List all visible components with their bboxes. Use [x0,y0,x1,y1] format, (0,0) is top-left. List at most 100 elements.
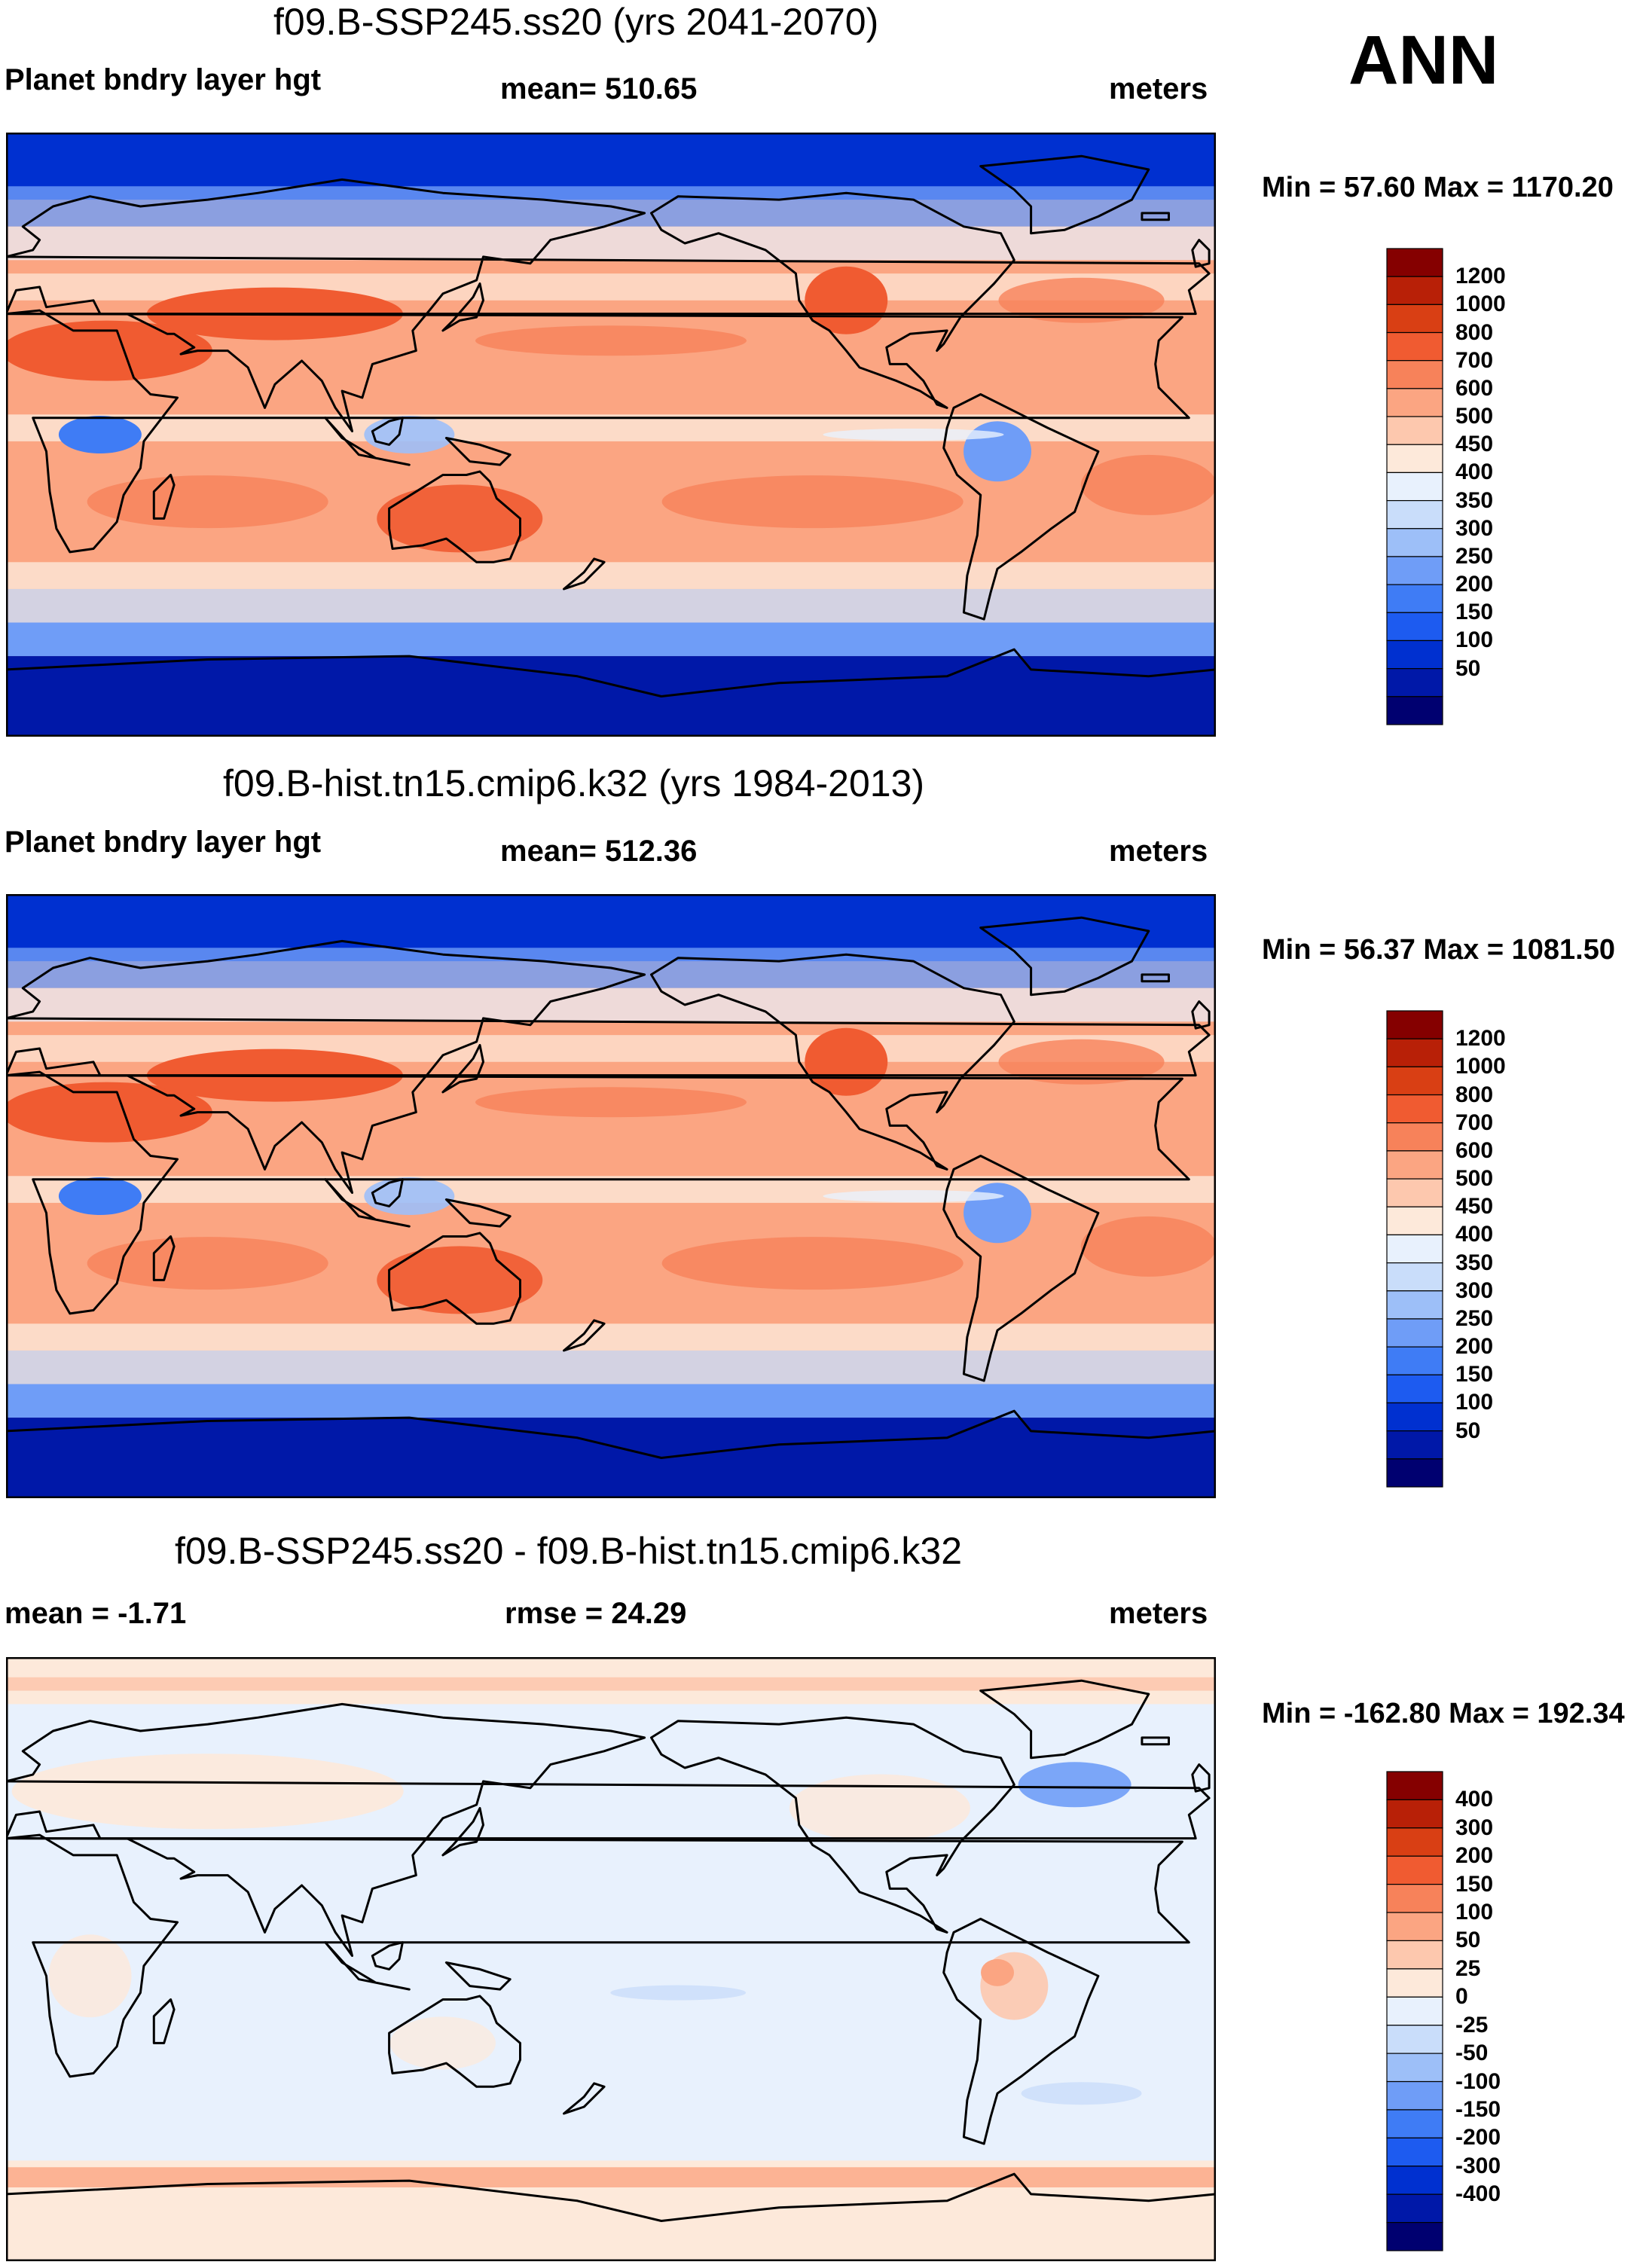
coastline-eurasia [6,1702,1211,1957]
field-contour-region [58,416,142,453]
coastline-borneo [371,1178,404,1207]
colorbar-swatch [1386,1458,1443,1488]
field-contour-region [389,2016,496,2070]
coastline-africa [6,1833,1190,2078]
colorbar-swatch [1386,472,1443,502]
season-label: ANN [1348,22,1499,99]
coastline-africa [6,309,1190,554]
panel-3-map-svg [6,1657,1216,2261]
coastline-uk [1191,1763,1211,1793]
field-contour-region [981,1958,1015,1986]
coastline-samerica [942,393,1100,621]
field-contour-band [6,622,1216,657]
colorbar-swatch [1386,360,1443,389]
colorbar-swatch [1386,1402,1443,1432]
coastline-nz [563,557,606,591]
panel-1-map-svg [6,133,1216,737]
field-contour-region [475,325,747,356]
colorbar-swatch [1386,1206,1443,1236]
panel-3-map [6,1657,1216,2261]
coastline-madagascar [152,1998,176,2044]
colorbar-swatch [1386,2166,1443,2195]
field-contour-band [6,1418,1216,1498]
colorbar-tick-label: -400 [1455,2181,1501,2207]
coastline-antarctica [6,648,1216,737]
coastline-iceland [1141,212,1170,221]
field-contour-band [6,588,1216,623]
colorbar-swatch [1386,1855,1443,1885]
field-contour-region [6,320,212,381]
panel-1-title: f09.B-SSP245.ss20 (yrs 2041-2070) [273,1,879,43]
colorbar-tick-label: 100 [1455,1390,1494,1415]
field-contour-region [475,1087,747,1118]
colorbar-swatch [1386,584,1443,613]
field-contour-region [823,1190,1004,1202]
colorbar-tick-label: 1000 [1455,292,1506,317]
colorbar-swatch [1386,1010,1443,1039]
field-contour-region [48,1934,132,2018]
colorbar-swatch [1386,1940,1443,1970]
colorbar-swatch [1386,528,1443,557]
colorbar-swatch [1386,2080,1443,2111]
coastline-namerica [650,1716,1015,1934]
colorbar-swatch [1386,1346,1443,1375]
field-contour-region [1021,2082,1142,2105]
colorbar-tick-label: 350 [1455,487,1494,513]
field-contour-region [998,277,1165,323]
colorbar-swatch [1386,2193,1443,2224]
coastline-indonesia [324,417,411,466]
coastline-indonesia [324,1941,411,1991]
coastline-africa [6,1070,1190,1315]
panel-2-variable-label: Planet bndry layer hgt [5,826,322,859]
coastline-namerica [650,953,1015,1171]
coastline-newguinea [444,1961,512,1991]
panel-2-map-svg [6,894,1216,1498]
coastline-eurasia [6,178,1211,432]
colorbar-swatch [1386,499,1443,530]
panel-1-mean-label: mean= 510.65 [500,72,698,105]
field-contour-band [6,987,1216,1022]
colorbar-tick-label: 450 [1455,1194,1494,1219]
colorbar-swatch [1386,612,1443,642]
panel-1-colorbar [1386,248,1443,725]
panel-1-colorbar-svg [1386,248,1443,725]
coastline-japan [441,1044,484,1094]
colorbar-swatch [1386,1122,1443,1152]
panel-3-rmse-label: rmse = 24.29 [505,1597,687,1630]
coastline-nz [563,2082,606,2115]
panel-1-units-label: meters [1109,72,1208,105]
colorbar-tick-label: 500 [1455,1166,1494,1192]
colorbar-swatch [1386,1066,1443,1096]
colorbar-tick-label: 300 [1455,1277,1494,1303]
colorbar-tick-label: 800 [1455,1082,1494,1107]
coastline-australia [388,1995,521,2088]
colorbar-tick-label: 1200 [1455,264,1506,289]
coastline-australia [388,1232,521,1325]
map-frame [6,894,1216,1498]
field-contour-region [661,475,964,529]
field-contour-band [6,1323,1216,1351]
coastline-indonesia [324,1178,411,1228]
coastline-borneo [371,417,404,446]
colorbar-tick-label: 250 [1455,1305,1494,1331]
colorbar-swatch [1386,2025,1443,2054]
colorbar-swatch [1386,304,1443,334]
coastline-borneo [371,1941,404,1970]
field-contour-region [610,1985,747,2001]
colorbar-tick-label: 300 [1455,515,1494,541]
colorbar-tick-label: 0 [1455,1984,1468,2010]
colorbar-swatch [1386,1996,1443,2026]
field-contour-band [6,226,1216,261]
panel-3-mean-label: mean = -1.71 [5,1597,187,1630]
colorbar-swatch [1386,2109,1443,2138]
coastline-uk [1191,1000,1211,1030]
field-contour-region [823,429,1004,441]
coastline-japan [441,1807,484,1857]
colorbar-tick-label: 100 [1455,627,1494,653]
colorbar-tick-label: 1200 [1455,1026,1506,1052]
panel-2-colorbar-svg [1386,1010,1443,1488]
panel-3-units-label: meters [1109,1597,1208,1630]
field-contour-band [6,1677,1216,1691]
colorbar-swatch [1386,1150,1443,1180]
panel-2-units-label: meters [1109,835,1208,868]
